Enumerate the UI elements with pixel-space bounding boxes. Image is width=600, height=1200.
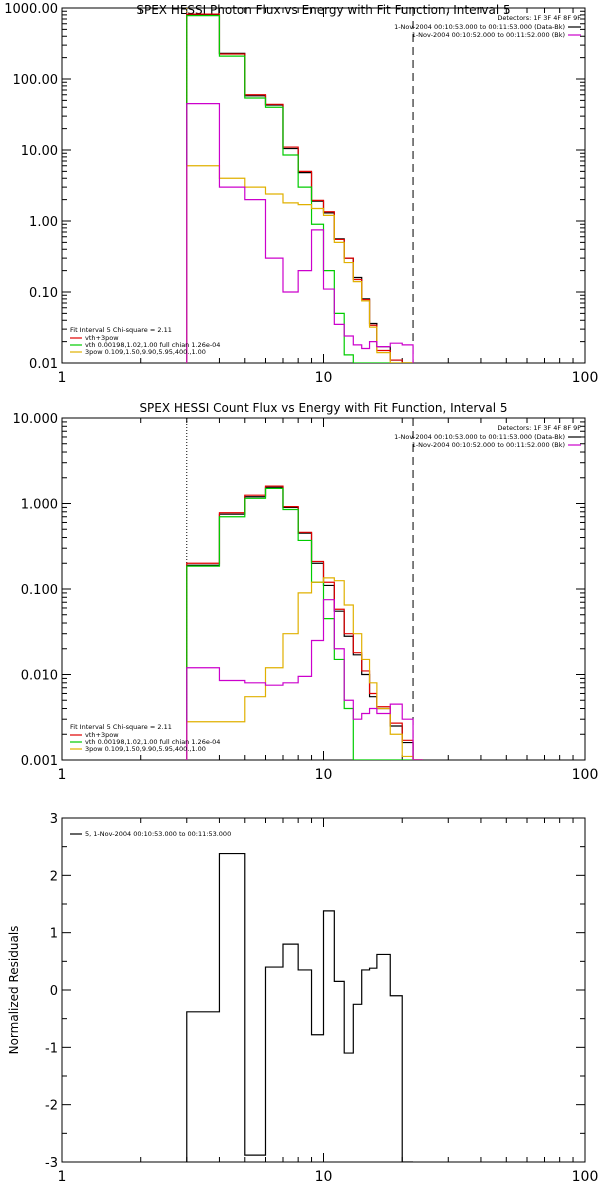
panel2-series-3	[186, 577, 423, 760]
panel3-plot-area	[186, 852, 414, 1162]
panel1-legend-entry: vth 0.00198,1.02,1.00 full chian 1.26e-0…	[85, 341, 220, 349]
panel3-y-tick-label: -3	[45, 1156, 58, 1171]
panel1-y-tick-label: 10.00	[21, 144, 58, 159]
panel3-legend-entry: 5, 1-Nov-2004 00:10:53.000 to 00:11:53.0…	[85, 830, 231, 838]
panel3-legend-top-left: 5, 1-Nov-2004 00:10:53.000 to 00:11:53.0…	[70, 830, 231, 838]
panel2-legend-header: Fit Interval 5 Chi-square = 2.11	[70, 723, 172, 731]
panel1-y-tick-label: 1.00	[29, 215, 58, 230]
panel2-legend-entry: 1-Nov-2004 00:10:53.000 to 00:11:53.000 …	[394, 433, 565, 441]
panel3-y-tick-label: -1	[45, 1041, 58, 1056]
panel1-legend-bottom-left: Fit Interval 5 Chi-square = 2.11vth+3pow…	[70, 326, 220, 356]
panel1-legend-entry: 1-Nov-2004 00:10:53.000 to 00:11:53.000 …	[394, 23, 565, 31]
panel2-legend-entry: 3pow 0.109,1.50,9.90,5.95,400.,1.00	[85, 745, 206, 753]
panel1-x-tick-label: 10	[315, 370, 333, 386]
panel1-y-tick-label: 100.00	[13, 73, 59, 88]
panel1-y-tick-label: 0.10	[29, 286, 58, 301]
panel2-plot-area	[186, 418, 423, 760]
count-flux-chart-title: SPEX HESSI Count Flux vs Energy with Fit…	[139, 401, 507, 415]
panel1-legend-entry: vth+3pow	[85, 334, 119, 342]
panel1-legend-top-right: Detectors: 1F 3F 4F 8F 9F1-Nov-2004 00:1…	[394, 14, 581, 39]
panel3-x-tick-label: 100	[572, 1169, 599, 1185]
panel2-y-tick-label: 0.100	[21, 583, 58, 598]
panel2-series-0	[186, 486, 423, 760]
panel2-legend-top-right: Detectors: 1F 3F 4F 8F 9F1-Nov-2004 00:1…	[394, 424, 581, 449]
panel3-x-tick-label: 10	[315, 1169, 333, 1185]
panel1-y-tick-label: 1000.00	[4, 2, 58, 17]
panel2-y-tick-label: 0.010	[21, 669, 58, 684]
panel1-series-4	[186, 103, 414, 363]
panel2-series-2	[186, 487, 423, 760]
panel1-plot-frame	[61, 7, 586, 364]
count-flux-panel: SPEX HESSI Count Flux vs Energy with Fit…	[13, 401, 599, 783]
panel3-y-tick-label: 3	[50, 812, 58, 827]
panel2-legend-bottom-left: Fit Interval 5 Chi-square = 2.11vth+3pow…	[70, 723, 220, 753]
residuals-y-axis-label: Normalized Residuals	[7, 926, 21, 1055]
panel2-legend-entry: vth 0.00198,1.02,1.00 full chian 1.26e-0…	[85, 738, 220, 746]
panel2-y-tick-label: 10.000	[13, 412, 59, 427]
panel3-series-0	[186, 852, 414, 1162]
panel2-y-tick-label: 1.000	[21, 498, 58, 513]
panel2-x-tick-label: 1	[58, 767, 67, 783]
panel3-y-tick-label: -2	[45, 1099, 58, 1114]
panel1-x-tick-label: 100	[572, 370, 599, 386]
panel2-x-tick-label: 10	[315, 767, 333, 783]
panel1-y-tick-label: 0.01	[29, 357, 58, 372]
panel2-series-4	[186, 599, 423, 760]
panel3-x-tick-label: 1	[58, 1169, 67, 1185]
panel1-legend-header: Fit Interval 5 Chi-square = 2.11	[70, 326, 172, 334]
panel1-plot-area	[186, 8, 414, 363]
photon-flux-panel: SPEX HESSI Photon Flux vs Energy with Fi…	[4, 2, 598, 386]
panel2-series-1	[186, 485, 423, 760]
panel3-y-tick-label: 0	[50, 984, 58, 999]
panel1-series-0	[186, 14, 414, 363]
panel3-y-tick-label: 2	[50, 869, 58, 884]
panel2-x-tick-label: 100	[572, 767, 599, 783]
panel1-legend-entry: 1-Nov-2004 00:10:52.000 to 00:11:52.000 …	[412, 31, 565, 39]
panel2-legend-entry: 1-Nov-2004 00:10:52.000 to 00:11:52.000 …	[412, 441, 565, 449]
panel1-series-1	[186, 13, 414, 363]
panel2-legend-header: Detectors: 1F 3F 4F 8F 9F	[497, 424, 581, 432]
panel3-y-tick-label: 1	[50, 927, 58, 942]
panel1-legend-entry: 3pow 0.109,1.50,9.90,5.95,400.,1.00	[85, 348, 206, 356]
panel1-series-3	[186, 165, 414, 363]
residuals-panel: Normalized Residuals 1 10 100 -3 -2 -1 0 1 2 3 5, …	[7, 812, 598, 1185]
panel2-y-tick-label: 0.001	[21, 754, 58, 769]
panel1-legend-header: Detectors: 1F 3F 4F 8F 9F	[497, 14, 581, 22]
panel1-x-tick-label: 1	[58, 370, 67, 386]
panel2-legend-entry: vth+3pow	[85, 731, 119, 739]
panel1-series-2	[186, 15, 414, 363]
